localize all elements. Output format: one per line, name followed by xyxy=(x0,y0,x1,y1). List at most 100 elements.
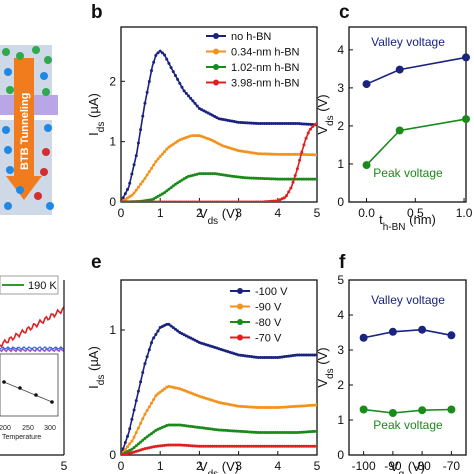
data-point xyxy=(306,353,310,357)
data-point xyxy=(130,172,134,176)
data-point xyxy=(269,122,273,126)
data-point xyxy=(167,145,171,149)
atom xyxy=(16,186,24,194)
data-point xyxy=(149,166,153,170)
x-tick-label: 1 xyxy=(157,206,164,220)
data-point xyxy=(195,425,199,429)
data-point xyxy=(313,123,317,127)
data-point xyxy=(213,172,217,176)
data-point xyxy=(221,444,225,448)
data-point xyxy=(152,197,156,201)
x-tick-label: 0 xyxy=(118,459,125,473)
data-point xyxy=(289,122,293,126)
data-point xyxy=(287,405,291,409)
data-point xyxy=(195,444,199,448)
y-tick-label: 1 xyxy=(337,413,344,427)
data-point xyxy=(228,429,232,433)
data-point xyxy=(237,353,241,357)
data-point xyxy=(395,65,404,74)
data-point xyxy=(232,444,236,448)
data-point xyxy=(239,404,243,408)
data-point xyxy=(247,430,251,434)
legend-label: -90 V xyxy=(255,302,282,314)
data-point xyxy=(295,122,299,126)
atom xyxy=(4,146,12,154)
data-point xyxy=(191,444,195,448)
partial-inset-point xyxy=(50,400,54,404)
data-point xyxy=(278,177,282,181)
x-tick-label: 2 xyxy=(196,459,203,473)
data-point xyxy=(287,444,291,448)
series-group xyxy=(359,325,456,417)
data-point xyxy=(121,196,125,200)
data-point xyxy=(247,176,251,180)
data-point xyxy=(134,399,138,403)
atom xyxy=(2,126,10,134)
series-annotation: Peak voltage xyxy=(373,418,443,432)
data-point xyxy=(285,194,289,198)
data-point xyxy=(276,122,280,126)
data-point xyxy=(304,430,308,434)
data-point xyxy=(193,425,197,429)
data-point xyxy=(171,70,175,74)
series-line-4 xyxy=(121,122,317,202)
legend-marker xyxy=(237,334,243,341)
data-point xyxy=(313,353,317,357)
partial-inset-xtick: 200 xyxy=(0,425,11,432)
data-point xyxy=(243,354,247,358)
data-point xyxy=(184,443,188,447)
legend-marker xyxy=(213,64,219,70)
data-point xyxy=(306,153,310,157)
data-point xyxy=(254,355,258,359)
data-point xyxy=(315,153,317,157)
data-point xyxy=(208,444,212,448)
data-point xyxy=(230,429,234,433)
data-point xyxy=(274,152,278,156)
data-point xyxy=(304,444,308,448)
data-point xyxy=(256,152,260,156)
data-point xyxy=(252,355,256,359)
y-tick-label: 2 xyxy=(337,378,344,392)
data-point xyxy=(210,444,214,448)
data-point xyxy=(152,163,156,167)
data-point xyxy=(274,431,278,434)
data-point xyxy=(152,430,156,434)
x-tick-label: 5 xyxy=(314,459,321,473)
chart-panel-c: 0.0 0.5 1.0 0 1 2 3 4 th-BN (nm) Vds (V) Valley vo… xyxy=(315,26,473,233)
series-group xyxy=(121,322,317,455)
data-point xyxy=(215,444,219,448)
data-point xyxy=(287,152,291,156)
x-tick-label: 2 xyxy=(196,206,203,220)
data-point xyxy=(204,426,208,430)
data-point xyxy=(269,177,273,181)
plot-frame xyxy=(348,26,467,203)
data-point xyxy=(160,444,164,448)
x-tick-label: 0 xyxy=(118,206,125,220)
data-point xyxy=(250,176,254,180)
data-point xyxy=(254,405,258,409)
data-point xyxy=(139,421,143,425)
data-point xyxy=(189,424,193,428)
data-point xyxy=(128,195,132,199)
data-point xyxy=(191,134,195,138)
data-point xyxy=(302,444,306,448)
y-tick-label: 3 xyxy=(337,343,344,357)
data-point xyxy=(304,136,308,140)
series-line-2 xyxy=(363,408,452,414)
data-point xyxy=(282,122,286,126)
data-point xyxy=(280,355,284,359)
data-point xyxy=(200,444,204,448)
partial-legend-text: 190 K xyxy=(28,280,57,292)
data-point xyxy=(287,177,291,181)
data-point xyxy=(176,181,180,185)
data-point xyxy=(130,439,134,443)
data-point xyxy=(176,329,180,333)
data-point xyxy=(293,122,297,126)
partial-curve-red xyxy=(0,306,64,349)
data-point xyxy=(178,423,182,427)
data-point xyxy=(245,121,249,125)
data-point xyxy=(149,432,153,436)
data-point xyxy=(359,333,368,342)
x-tick-label: 3 xyxy=(235,459,242,473)
data-point xyxy=(130,193,134,197)
